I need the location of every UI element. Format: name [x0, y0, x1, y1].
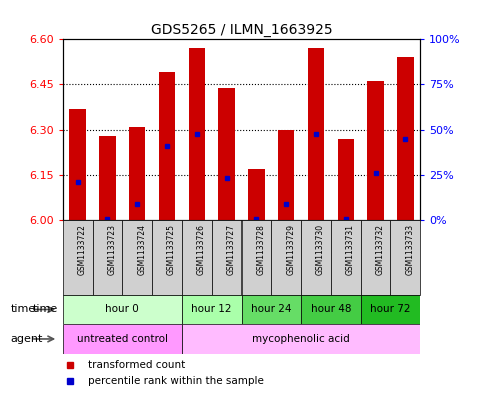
Text: percentile rank within the sample: percentile rank within the sample	[88, 376, 264, 386]
Bar	[248, 169, 265, 220]
Bar	[182, 220, 212, 295]
Bar	[397, 57, 413, 220]
Bar	[301, 295, 361, 324]
Bar	[99, 136, 115, 220]
Text: GSM1133723: GSM1133723	[108, 224, 116, 275]
Bar	[182, 295, 242, 324]
Bar	[218, 88, 235, 220]
Text: GSM1133726: GSM1133726	[197, 224, 206, 275]
Text: hour 72: hour 72	[370, 305, 411, 314]
Bar	[361, 220, 390, 295]
Text: GSM1133728: GSM1133728	[256, 224, 265, 275]
Text: GSM1133725: GSM1133725	[167, 224, 176, 275]
Text: GSM1133733: GSM1133733	[405, 224, 414, 275]
Text: hour 0: hour 0	[105, 305, 139, 314]
Bar	[70, 108, 86, 220]
Text: time: time	[33, 305, 58, 314]
Bar	[182, 324, 420, 354]
Bar	[189, 48, 205, 220]
Text: untreated control: untreated control	[77, 334, 168, 344]
Text: hour 24: hour 24	[251, 305, 292, 314]
Bar	[63, 295, 182, 324]
Bar	[93, 220, 122, 295]
Text: agent: agent	[11, 334, 43, 344]
Text: hour 48: hour 48	[311, 305, 351, 314]
Bar	[301, 220, 331, 295]
Bar	[368, 81, 384, 220]
Text: GSM1133727: GSM1133727	[227, 224, 236, 275]
Bar	[152, 220, 182, 295]
Bar	[242, 295, 301, 324]
Text: GSM1133722: GSM1133722	[78, 224, 86, 275]
Bar	[63, 324, 182, 354]
Text: GSM1133730: GSM1133730	[316, 224, 325, 275]
Text: time: time	[11, 305, 36, 314]
Bar	[390, 220, 420, 295]
Bar	[338, 139, 354, 220]
Text: hour 12: hour 12	[191, 305, 232, 314]
Bar	[159, 72, 175, 220]
Text: mycophenolic acid: mycophenolic acid	[252, 334, 350, 344]
Text: transformed count: transformed count	[88, 360, 185, 371]
Text: GSM1133732: GSM1133732	[376, 224, 384, 275]
Bar	[361, 295, 420, 324]
Bar	[278, 130, 294, 220]
Bar	[242, 220, 271, 295]
Title: GDS5265 / ILMN_1663925: GDS5265 / ILMN_1663925	[151, 23, 332, 37]
Bar	[122, 220, 152, 295]
Text: GSM1133729: GSM1133729	[286, 224, 295, 275]
Bar	[331, 220, 361, 295]
Bar	[212, 220, 242, 295]
Bar	[271, 220, 301, 295]
Bar	[129, 127, 145, 220]
Text: GSM1133731: GSM1133731	[346, 224, 355, 275]
Bar	[308, 48, 324, 220]
Text: GSM1133724: GSM1133724	[137, 224, 146, 275]
Bar	[63, 220, 93, 295]
